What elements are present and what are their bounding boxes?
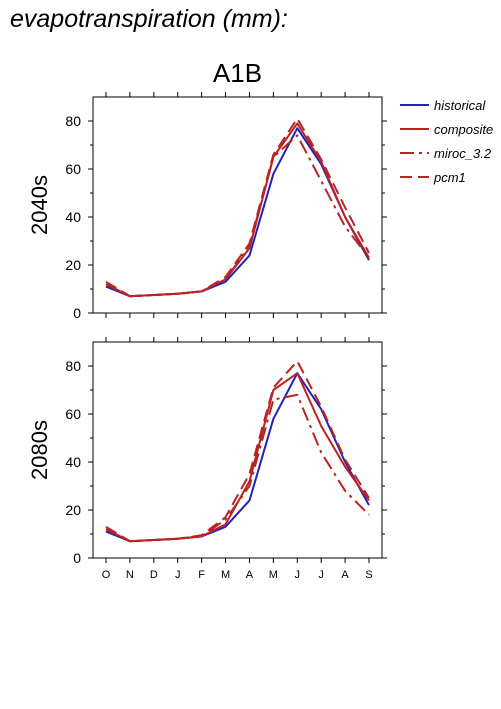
plot-frame-1 bbox=[92, 96, 383, 314]
x-tick-label: J bbox=[318, 569, 324, 581]
x-tick-label: M bbox=[269, 569, 278, 581]
y-tick-label: 40 bbox=[65, 209, 81, 225]
series-line-pcm1 bbox=[105, 360, 370, 543]
x-tick-label: A bbox=[341, 569, 349, 581]
legend-label: pcm1 bbox=[433, 170, 466, 185]
x-tick-label: D bbox=[150, 569, 158, 581]
y-tick-label: 0 bbox=[73, 305, 81, 321]
y-axis-label: 2040s bbox=[27, 175, 52, 235]
y-tick-label: 20 bbox=[65, 502, 81, 518]
panel-title: A1B bbox=[213, 58, 262, 88]
y-tick-label: 0 bbox=[73, 550, 81, 566]
y-tick-label: 60 bbox=[65, 161, 81, 177]
series-line-miroc-3-2 bbox=[105, 393, 370, 543]
plot-frame-2 bbox=[92, 341, 383, 559]
series-line-composite bbox=[105, 122, 370, 298]
legend-label: historical bbox=[434, 98, 486, 113]
x-tick-label: J bbox=[175, 569, 181, 581]
series-line-historical bbox=[105, 127, 370, 298]
x-tick-label: M bbox=[221, 569, 230, 581]
y-tick-label: 20 bbox=[65, 257, 81, 273]
y-tick-label: 60 bbox=[65, 406, 81, 422]
x-tick-label: O bbox=[102, 569, 111, 581]
series-line-composite bbox=[105, 372, 370, 543]
y-tick-label: 80 bbox=[65, 113, 81, 129]
x-tick-label: S bbox=[365, 569, 372, 581]
series-line-miroc-3-2 bbox=[105, 134, 370, 298]
figure-title: evapotranspiration (mm): bbox=[10, 5, 288, 33]
x-tick-label: J bbox=[295, 569, 301, 581]
series-line-pcm1 bbox=[105, 117, 370, 298]
y-tick-label: 40 bbox=[65, 454, 81, 470]
legend-label: composite bbox=[434, 122, 493, 137]
x-tick-label: N bbox=[126, 569, 134, 581]
x-tick-label: F bbox=[198, 569, 205, 581]
x-tick-label: A bbox=[246, 569, 254, 581]
y-tick-label: 80 bbox=[65, 358, 81, 374]
legend-label: miroc_3.2 bbox=[434, 146, 492, 161]
y-axis-label: 2080s bbox=[27, 420, 52, 480]
series-line-historical bbox=[105, 372, 370, 543]
